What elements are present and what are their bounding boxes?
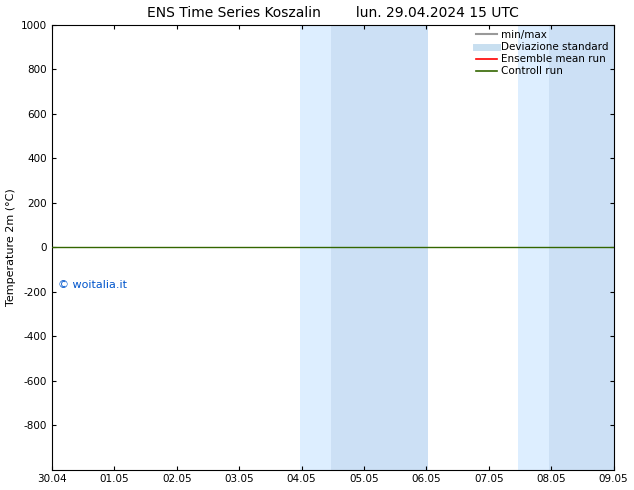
Bar (300, 25, 331, 469)
Text: © woitalia.it: © woitalia.it (58, 280, 127, 290)
Title: ENS Time Series Koszalin        lun. 29.04.2024 15 UTC: ENS Time Series Koszalin lun. 29.04.2024… (147, 5, 519, 20)
Bar (331, 25, 429, 469)
Bar (518, 25, 550, 469)
Y-axis label: Temperature 2m (°C): Temperature 2m (°C) (6, 188, 16, 306)
Bar (550, 25, 614, 469)
Legend: min/max, Deviazione standard, Ensemble mean run, Controll run: min/max, Deviazione standard, Ensemble m… (474, 28, 611, 78)
